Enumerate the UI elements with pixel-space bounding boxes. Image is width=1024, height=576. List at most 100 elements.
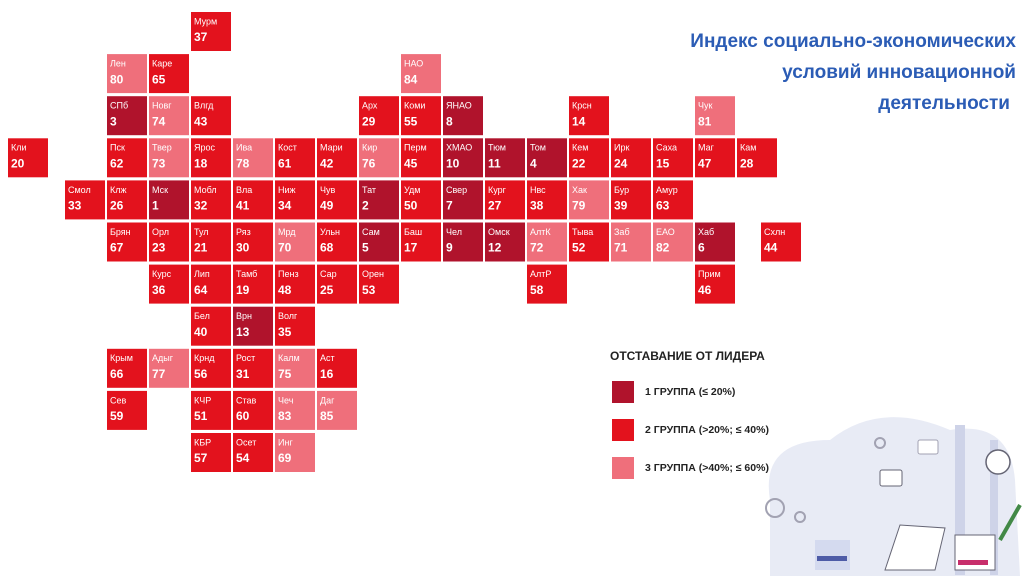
region-label: Врн <box>236 311 252 321</box>
region-label: Омск <box>488 227 510 237</box>
region-value: 56 <box>194 367 208 381</box>
region-label: Тат <box>362 185 376 195</box>
region-label: Кем <box>572 143 588 153</box>
region-value: 30 <box>236 241 250 255</box>
region-label: Орл <box>152 227 169 237</box>
region-tile <box>8 138 48 178</box>
region-value: 20 <box>11 156 25 170</box>
title-line: Индекс социально-экономических <box>690 31 1016 52</box>
region-value: 53 <box>362 283 376 297</box>
region-tile <box>233 138 273 178</box>
region-tile <box>653 222 693 262</box>
legend-label: 3 ГРУППА (>40%; ≤ 60%) <box>645 462 769 474</box>
region-tile <box>653 138 693 178</box>
region-tile <box>233 433 273 472</box>
region-value: 22 <box>572 156 586 170</box>
region-value: 2 <box>362 199 369 213</box>
region-label: АлтК <box>530 227 551 237</box>
region-tile <box>401 180 441 220</box>
region-tile <box>695 264 735 304</box>
illustration <box>765 417 1022 576</box>
region-value: 39 <box>614 199 628 213</box>
region-tile <box>485 138 525 178</box>
region-tile <box>359 180 399 220</box>
region-value: 76 <box>362 156 376 170</box>
region-value: 73 <box>152 156 166 170</box>
region-value: 66 <box>110 367 124 381</box>
region-label: Свер <box>446 185 467 195</box>
legend-swatch <box>612 419 634 441</box>
region-label: Маг <box>698 143 715 153</box>
region-value: 85 <box>320 409 334 423</box>
region-value: 52 <box>572 241 586 255</box>
region-tile <box>233 390 273 430</box>
region-value: 62 <box>110 156 124 170</box>
region-value: 78 <box>236 156 250 170</box>
region-tile <box>191 138 231 178</box>
region-value: 4 <box>530 156 537 170</box>
region-tile <box>359 264 399 304</box>
region-value: 77 <box>152 367 166 381</box>
region-tile <box>317 138 357 178</box>
region-value: 74 <box>152 114 166 128</box>
region-tile <box>611 138 651 178</box>
region-tile <box>149 348 189 388</box>
region-tile <box>443 138 483 178</box>
region-tile <box>569 138 609 178</box>
region-label: Саха <box>656 143 677 153</box>
region-value: 41 <box>236 199 250 213</box>
region-label: Кург <box>488 185 507 195</box>
region-value: 3 <box>110 114 117 128</box>
region-value: 75 <box>278 367 292 381</box>
region-value: 64 <box>194 283 208 297</box>
legend-swatch <box>612 381 634 403</box>
region-tile <box>485 180 525 220</box>
region-label: Чук <box>698 101 712 111</box>
region-value: 71 <box>614 241 628 255</box>
region-tile <box>107 138 147 178</box>
region-label: Бур <box>614 185 629 195</box>
region-tile <box>611 180 651 220</box>
region-label: Крнд <box>194 353 215 363</box>
region-value: 72 <box>530 241 544 255</box>
region-tile <box>233 264 273 304</box>
region-tile <box>485 222 525 262</box>
region-tile <box>527 264 567 304</box>
region-value: 63 <box>656 199 670 213</box>
region-value: 51 <box>194 409 208 423</box>
region-value: 25 <box>320 283 334 297</box>
legend-swatch <box>612 457 634 479</box>
region-label: Перм <box>404 143 427 153</box>
region-tile <box>275 264 315 304</box>
region-label: Смол <box>68 185 91 195</box>
region-label: КЧР <box>194 395 211 405</box>
region-value: 29 <box>362 114 376 128</box>
region-tile <box>233 222 273 262</box>
region-value: 83 <box>278 409 292 423</box>
region-label: Став <box>236 395 257 405</box>
region-tile <box>401 54 441 94</box>
region-tile <box>275 433 315 472</box>
region-tile <box>443 96 483 136</box>
region-tile <box>443 180 483 220</box>
region-label: Аст <box>320 353 335 363</box>
region-value: 28 <box>740 156 754 170</box>
region-value: 54 <box>236 451 250 465</box>
region-label: Схлн <box>764 227 785 237</box>
region-value: 40 <box>194 325 208 339</box>
region-tile <box>359 222 399 262</box>
region-label: Ниж <box>278 185 296 195</box>
region-label: Кли <box>11 143 27 153</box>
region-tile <box>275 138 315 178</box>
region-label: Ирк <box>614 143 629 153</box>
title-line: деятельности <box>878 93 1010 114</box>
region-label: Чел <box>446 227 462 237</box>
region-value: 69 <box>278 451 292 465</box>
region-value: 82 <box>656 241 670 255</box>
region-value: 31 <box>236 367 250 381</box>
region-value: 11 <box>488 156 501 170</box>
region-label: Лен <box>110 58 126 68</box>
region-value: 12 <box>488 241 502 255</box>
region-label: ЯНАО <box>446 101 472 111</box>
